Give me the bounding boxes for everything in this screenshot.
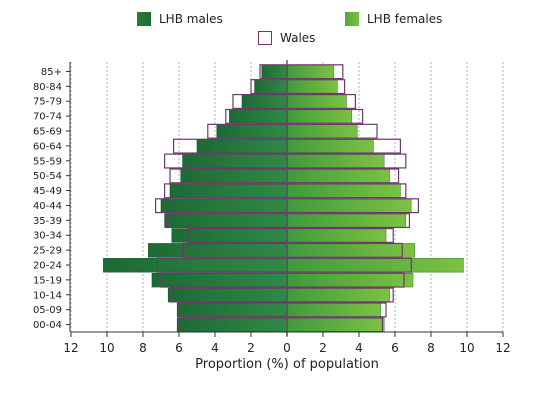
bar-female — [286, 317, 385, 332]
y-tick-label: 65-69 — [33, 127, 62, 138]
legend-females: LHB females — [345, 12, 442, 26]
y-tick-label: 80-84 — [33, 82, 62, 93]
bars — [103, 64, 464, 332]
bar-female — [286, 287, 390, 303]
legend-label-females: LHB females — [367, 12, 443, 26]
x-tick-label: 4 — [355, 341, 363, 355]
x-tick-label: 0 — [283, 341, 291, 355]
legend-swatch-females — [345, 12, 359, 26]
bar-male — [182, 153, 288, 169]
bar-female — [286, 183, 401, 199]
x-tick-label: 8 — [139, 341, 147, 355]
bar-male — [151, 272, 288, 288]
x-tick-label: 10 — [459, 341, 474, 355]
x-tick-label: 12 — [63, 341, 78, 355]
axes: 85+ 80-84 75-79 70-74 65-69 60-64 55-59 50-54 45… — [33, 60, 511, 355]
bar-male — [160, 198, 288, 213]
bar-female — [286, 94, 347, 109]
x-tick-label: 8 — [427, 341, 435, 355]
bar-female — [286, 213, 407, 228]
bar-male — [103, 258, 288, 273]
bar-female — [286, 272, 414, 288]
y-tick-label: 35-39 — [33, 216, 62, 227]
x-tick-label: 2 — [247, 341, 255, 355]
bar-male — [169, 183, 288, 199]
y-tick-label: 10-14 — [33, 290, 62, 301]
y-tick-label: 70-74 — [33, 112, 62, 123]
y-tick-label: 85+ — [41, 67, 62, 78]
bar-female — [286, 64, 335, 79]
y-tick-label: 00-04 — [33, 320, 62, 331]
y-tick-label: 75-79 — [33, 97, 62, 108]
legend-swatch-males — [137, 12, 151, 26]
y-tick-label: 20-24 — [33, 261, 62, 272]
bar-female — [286, 153, 385, 169]
y-tick-label: 30-34 — [33, 231, 62, 242]
y-tick-label: 25-29 — [33, 246, 62, 257]
legend-wales: Wales — [258, 31, 315, 45]
y-tick-label: 60-64 — [33, 141, 62, 152]
bar-male — [261, 64, 288, 79]
bar-female — [286, 243, 416, 258]
bar-male — [216, 124, 288, 139]
x-tick-label: 2 — [319, 341, 327, 355]
y-tick-label: 50-54 — [33, 171, 62, 182]
bar-male — [148, 243, 288, 258]
y-tick-label: 55-59 — [33, 156, 62, 167]
x-tick-label: 4 — [211, 341, 219, 355]
bar-female — [286, 198, 412, 213]
bar-female — [286, 302, 381, 318]
x-tick-label: 6 — [175, 341, 183, 355]
bar-male — [180, 168, 288, 184]
bar-male — [167, 287, 288, 303]
y-tick-label: 40-44 — [33, 201, 62, 212]
y-tick-label: 05-09 — [33, 305, 62, 316]
bar-female — [286, 79, 338, 94]
bar-male — [171, 228, 288, 243]
bar-male — [164, 213, 288, 228]
bar-male — [229, 109, 288, 124]
legend-label-males: LHB males — [159, 12, 223, 26]
x-tick-label: 6 — [391, 341, 399, 355]
bar-male — [254, 79, 288, 94]
legend-males: LHB males — [137, 12, 223, 26]
bar-male — [176, 302, 288, 318]
legend-label-wales: Wales — [280, 31, 316, 45]
legend-swatch-wales — [258, 31, 272, 45]
bar-male — [176, 317, 288, 332]
bar-male — [241, 94, 288, 109]
x-axis-title: Proportion (%) of population — [195, 357, 379, 372]
y-tick-label: 15-19 — [33, 275, 62, 286]
bar-female — [286, 228, 387, 243]
bar-female — [286, 138, 374, 154]
bar-female — [286, 124, 358, 139]
y-tick-label: 45-49 — [33, 186, 62, 197]
x-tick-label: 12 — [495, 341, 510, 355]
bar-female — [286, 168, 390, 184]
bar-female — [286, 258, 464, 273]
x-tick-label: 10 — [99, 341, 114, 355]
bar-female — [286, 109, 353, 124]
bar-male — [196, 138, 288, 154]
